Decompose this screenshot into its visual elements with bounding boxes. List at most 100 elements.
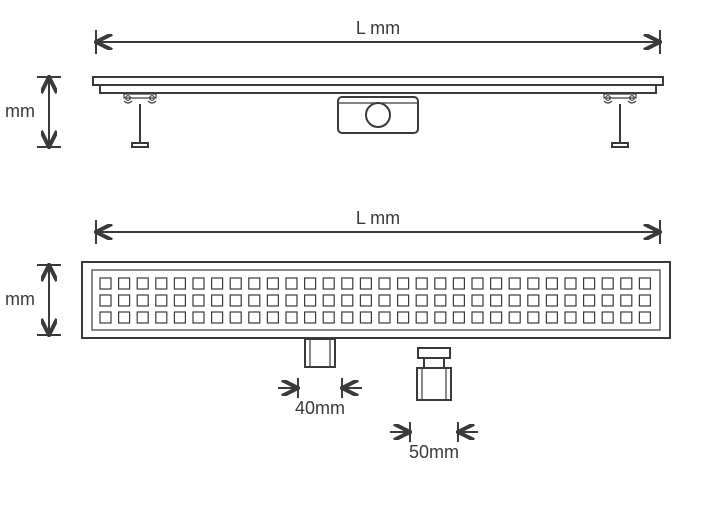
grate-hole: [286, 278, 297, 289]
grate-hole: [174, 278, 185, 289]
grate-hole: [416, 312, 427, 323]
grate-hole: [360, 312, 371, 323]
grate-hole: [267, 312, 278, 323]
top-plan-view: L mm W mm 40mm 50mm: [0, 208, 670, 462]
grate-hole: [565, 312, 576, 323]
grate-hole: [230, 278, 241, 289]
grate-hole: [193, 312, 204, 323]
grate-hole: [100, 278, 111, 289]
grate-hole: [342, 278, 353, 289]
grate-hole: [621, 278, 632, 289]
grate-hole: [639, 312, 650, 323]
grate-hole: [342, 312, 353, 323]
outlet-40-label: 40mm: [295, 398, 345, 418]
grate-hole: [305, 295, 316, 306]
grate-hole: [230, 312, 241, 323]
grate-hole: [174, 295, 185, 306]
grate-hole: [379, 278, 390, 289]
outlet-50-label: 50mm: [409, 442, 459, 462]
grate-hole: [100, 312, 111, 323]
grate-hole: [267, 278, 278, 289]
grate-hole: [249, 312, 260, 323]
grate-hole: [360, 295, 371, 306]
grate-hole: [156, 278, 167, 289]
grate-hole: [119, 278, 130, 289]
grate-hole: [249, 295, 260, 306]
grate-hole: [286, 295, 297, 306]
grate-hole: [491, 295, 502, 306]
grate-hole: [509, 278, 520, 289]
grate-hole: [509, 312, 520, 323]
grate-hole: [435, 312, 446, 323]
grate-hole: [453, 278, 464, 289]
grate-hole: [398, 278, 409, 289]
grate-hole: [379, 295, 390, 306]
grate-hole: [267, 295, 278, 306]
grate-hole: [546, 278, 557, 289]
side-outlet-cap: [418, 348, 450, 358]
grate-hole: [584, 278, 595, 289]
grate-hole: [565, 278, 576, 289]
grate-hole: [602, 312, 613, 323]
grate-hole: [509, 295, 520, 306]
grate-hole: [602, 295, 613, 306]
grate-hole: [379, 312, 390, 323]
grate-hole: [398, 312, 409, 323]
technical-drawing: L mm 70 mm L mm W mm 40mm 50mm: [0, 0, 709, 513]
grate-hole: [639, 278, 650, 289]
grate-hole: [193, 278, 204, 289]
grate-hole: [156, 295, 167, 306]
grate-hole: [602, 278, 613, 289]
grate-hole: [491, 278, 502, 289]
grate-hole: [472, 312, 483, 323]
top-length-label: L mm: [356, 208, 400, 228]
grate-hole: [546, 312, 557, 323]
grate-hole: [119, 295, 130, 306]
grate-hole: [584, 312, 595, 323]
top-width-label: W mm: [0, 289, 35, 309]
grate-hole: [453, 312, 464, 323]
side-height-label: 70 mm: [0, 101, 35, 121]
grate-hole: [137, 278, 148, 289]
side-length-label: L mm: [356, 18, 400, 38]
grate-hole: [305, 278, 316, 289]
grate-hole: [137, 295, 148, 306]
grate-hole: [435, 295, 446, 306]
side-outlet-neck: [424, 358, 444, 368]
grate-hole: [472, 295, 483, 306]
grate-hole: [565, 295, 576, 306]
grate-hole: [286, 312, 297, 323]
grate-hole: [360, 278, 371, 289]
grate-hole: [435, 278, 446, 289]
grate-hole: [119, 312, 130, 323]
grate-hole: [639, 295, 650, 306]
grate-hole: [584, 295, 595, 306]
grate-hole: [472, 278, 483, 289]
grate-hole: [323, 295, 334, 306]
drawing-svg: L mm 70 mm L mm W mm 40mm 50mm: [0, 0, 709, 513]
grate-hole: [230, 295, 241, 306]
grate-hole: [528, 295, 539, 306]
grate-inner: [92, 270, 660, 330]
side-elevation: L mm 70 mm: [0, 18, 663, 147]
grate-hole: [621, 312, 632, 323]
grate-hole: [621, 295, 632, 306]
grate-hole: [212, 312, 223, 323]
grate-hole: [193, 295, 204, 306]
grate-hole: [453, 295, 464, 306]
grate-hole: [249, 278, 260, 289]
grate-hole: [174, 312, 185, 323]
grate-hole: [491, 312, 502, 323]
grate-hole: [212, 278, 223, 289]
grate-hole: [342, 295, 353, 306]
grate-hole: [212, 295, 223, 306]
grate-outer: [82, 262, 670, 338]
grate-hole: [546, 295, 557, 306]
grate-hole: [528, 312, 539, 323]
grate-hole: [323, 278, 334, 289]
grate-hole: [416, 295, 427, 306]
grate-hole: [323, 312, 334, 323]
grate-hole: [100, 295, 111, 306]
grate-hole: [398, 295, 409, 306]
grate-hole: [305, 312, 316, 323]
